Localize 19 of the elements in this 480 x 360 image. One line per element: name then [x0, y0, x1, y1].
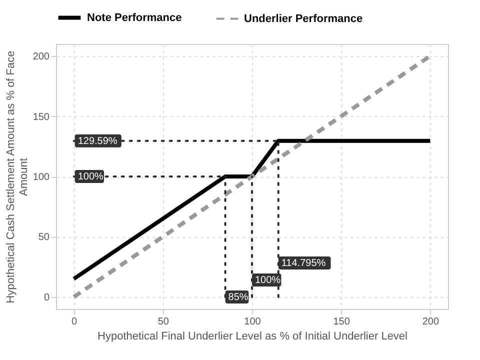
ref-line-label: 129.59% [78, 136, 118, 147]
x-tick-label: 150 [333, 316, 350, 328]
x-tick-label: 0 [72, 316, 78, 328]
y-tick-label: 100 [32, 172, 50, 183]
x-tick-label: 50 [158, 316, 170, 328]
ref-line-label: 85% [228, 292, 248, 303]
y-tick-label: 50 [38, 232, 50, 244]
y-tick-label: 200 [32, 52, 50, 63]
x-tick-label: 200 [422, 316, 440, 328]
x-tick-label: 100 [244, 316, 262, 328]
ref-line-label: 100% [255, 274, 281, 286]
x-axis-title: Hypothetical Final Underlier Level as % of Initial Underlier Level [98, 330, 408, 342]
y-tick-label: 150 [32, 112, 50, 123]
y-axis-title: Hypothetical Cash Settlement Amount as % of Face Amount [4, 50, 30, 304]
legend-label: Underlier Performance [244, 12, 363, 25]
ref-line-label: 100% [78, 172, 104, 182]
y-tick-label: 0 [44, 292, 50, 304]
legend-label: Note Performance [87, 12, 182, 24]
ref-line-label: 114.795% [281, 258, 326, 269]
